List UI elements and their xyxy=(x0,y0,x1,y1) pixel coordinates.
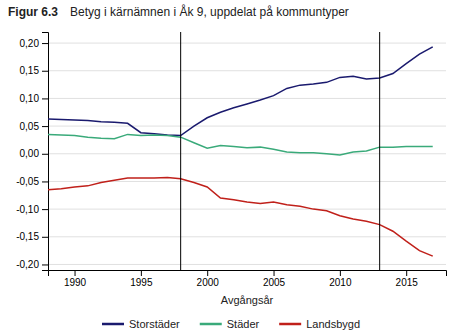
subtitle: Betyg i kärnämnen i Åk 9, uppdelat på ko… xyxy=(70,4,349,19)
legend-item: Landsbygd xyxy=(279,318,360,330)
x-tick-label: 2015 xyxy=(396,277,419,288)
grid xyxy=(48,43,446,264)
y-tick-mark xyxy=(42,154,48,155)
y-tick-mark xyxy=(42,237,48,238)
y-tick-label: -0,15 xyxy=(16,231,39,242)
x-axis: 1990 1995 2000 2005 2010 2015 xyxy=(49,270,447,288)
legend-swatch xyxy=(200,323,222,326)
y-tick: 0,10 xyxy=(20,93,48,104)
vertical-line xyxy=(180,32,181,270)
y-tick: 0,05 xyxy=(20,121,48,132)
x-tick: 2000 xyxy=(197,270,220,288)
legend-swatch xyxy=(279,323,301,326)
x-tick-mark xyxy=(406,270,407,276)
y-tick: -0,20 xyxy=(16,259,48,270)
x-tick-mark xyxy=(207,270,208,276)
x-tick-label: 1990 xyxy=(64,277,87,288)
x-tick-mark xyxy=(141,270,142,276)
x-tick-label: 1995 xyxy=(130,277,153,288)
vertical-line xyxy=(379,32,380,270)
y-tick: -0,05 xyxy=(16,176,48,187)
y-tick: -0,10 xyxy=(16,204,48,215)
y-tick-mark xyxy=(42,181,48,182)
y-tick-mark xyxy=(42,209,48,210)
y-tick-label: 0,20 xyxy=(20,38,40,49)
y-tick-label: 0,10 xyxy=(20,93,40,104)
y-tick-label: 0,00 xyxy=(20,148,40,159)
y-tick-label: -0,10 xyxy=(16,204,39,215)
grid-line xyxy=(48,209,446,210)
y-axis-line xyxy=(42,33,49,271)
y-tick: 0,20 xyxy=(20,38,48,49)
y-tick-label: -0,20 xyxy=(16,259,39,270)
x-tick: 1990 xyxy=(64,270,87,288)
series-line xyxy=(48,134,433,154)
legend-swatch xyxy=(102,323,124,326)
chart: Figur 6.3 Betyg i kärnämnen i Åk 9, uppde… xyxy=(0,0,462,336)
x-axis-line xyxy=(49,271,447,277)
legend-label: Landsbygd xyxy=(306,318,360,330)
legend: Storstäder Städer Landsbygd xyxy=(102,318,360,330)
grid-line xyxy=(48,126,446,127)
x-tick-mark xyxy=(75,270,76,276)
marks xyxy=(48,32,433,270)
x-tick-label: 2010 xyxy=(329,277,352,288)
grid-line xyxy=(48,43,446,44)
x-axis-title: Avgångsår xyxy=(221,294,274,306)
x-tick: 1995 xyxy=(130,270,153,288)
x-tick: 2015 xyxy=(396,270,419,288)
legend-label: Storstäder xyxy=(129,318,180,330)
grid-line xyxy=(48,153,446,154)
y-tick-mark xyxy=(42,98,48,99)
legend-item: Städer xyxy=(200,318,260,330)
y-tick-mark xyxy=(42,264,48,265)
legend-label: Städer xyxy=(227,318,260,330)
x-tick-label: 2005 xyxy=(263,277,286,288)
x-tick: 2005 xyxy=(263,270,286,288)
y-tick-mark xyxy=(42,126,48,127)
x-tick: 2010 xyxy=(329,270,352,288)
x-tick-mark xyxy=(340,270,341,276)
y-tick-label: 0,15 xyxy=(20,65,40,76)
grid-line xyxy=(48,98,446,99)
x-tick-mark xyxy=(274,270,275,276)
y-tick-mark xyxy=(42,43,48,44)
y-tick: -0,15 xyxy=(16,231,48,242)
grid-line xyxy=(48,70,446,71)
title: Figur 6.3 xyxy=(8,5,58,19)
y-tick: 0,15 xyxy=(20,65,48,76)
y-tick: 0,00 xyxy=(20,148,48,159)
y-tick-label: -0,05 xyxy=(16,176,39,187)
series-line xyxy=(48,178,433,257)
series-line xyxy=(48,47,433,136)
y-axis: -0,20 -0,15 -0,10 -0,05 0,00 0,05 0,10 0,15 0,20 xyxy=(16,33,48,271)
plot: 199019952000200520102015-0,20-0,15-0,10-… xyxy=(16,32,446,288)
y-tick-label: 0,05 xyxy=(20,121,40,132)
y-tick-mark xyxy=(42,71,48,72)
grid-line xyxy=(48,236,446,237)
legend-item: Storstäder xyxy=(102,318,180,330)
grid-line xyxy=(48,264,446,265)
x-tick-label: 2000 xyxy=(197,277,220,288)
